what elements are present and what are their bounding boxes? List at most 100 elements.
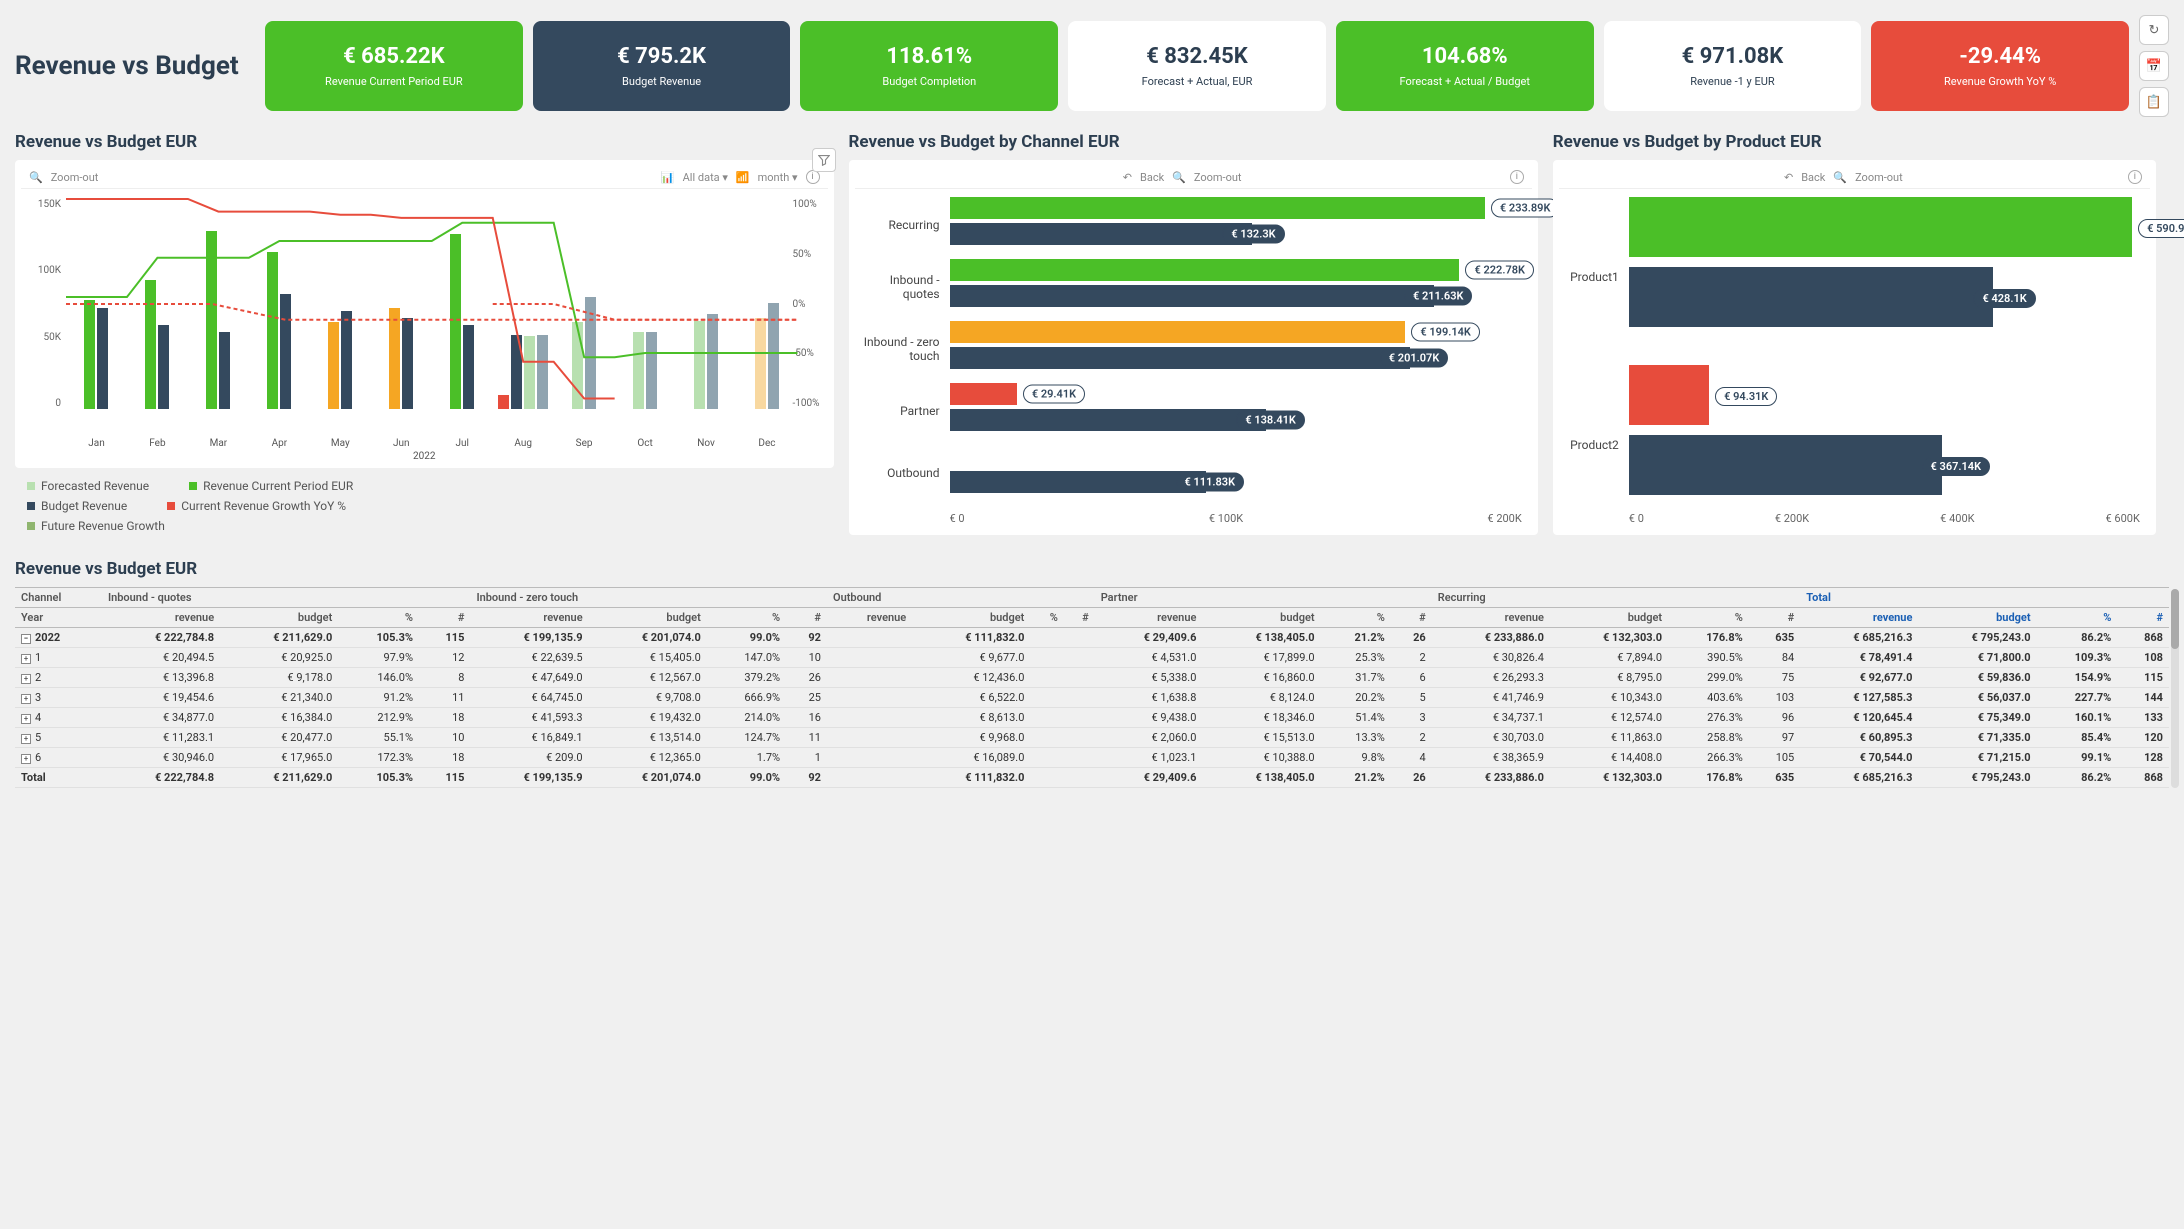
kpi-card-3[interactable]: € 832.45K Forecast + Actual, EUR — [1068, 21, 1326, 111]
kpi-card-2[interactable]: 118.61% Budget Completion — [800, 21, 1058, 111]
alldata-dropdown[interactable]: All data ▾ — [683, 171, 728, 184]
expand-icon[interactable]: + — [21, 674, 31, 684]
hbar-bar[interactable] — [1629, 435, 1942, 495]
kpi-card-0[interactable]: € 685.22K Revenue Current Period EUR — [265, 21, 523, 111]
row-label: +6 — [15, 748, 102, 768]
kpi-card-1[interactable]: € 795.2K Budget Revenue — [533, 21, 791, 111]
zoomout-label-2[interactable]: Zoom-out — [1194, 171, 1242, 184]
cell: € 17,899.0 — [1202, 648, 1320, 668]
th-year: Year — [15, 608, 102, 628]
hbar-budget[interactable] — [950, 223, 1253, 245]
hbar-category: Product1 — [1559, 197, 1624, 357]
cell: 2 — [1391, 728, 1432, 748]
hbar-bar[interactable] — [1629, 267, 1994, 327]
zoom-icon[interactable]: 🔍 — [29, 171, 43, 184]
cell: € 795,243.0 — [1918, 768, 2036, 788]
back-label[interactable]: Back — [1140, 171, 1164, 184]
th-sub: revenue — [1095, 608, 1203, 628]
calendar-icon[interactable]: 📅 — [2139, 51, 2169, 81]
cell: 25 — [786, 688, 827, 708]
th-group: Inbound - zero touch — [470, 588, 827, 608]
cell: 55.1% — [338, 728, 419, 748]
hbar-revenue[interactable] — [950, 197, 1485, 219]
cell: 172.3% — [338, 748, 419, 768]
cell: € 127,585.3 — [1800, 688, 1918, 708]
legend-item[interactable]: Current Revenue Growth YoY % — [167, 499, 346, 513]
expand-icon[interactable]: − — [21, 634, 31, 644]
bar-value-label: € 233.89K — [1491, 199, 1560, 218]
cell: 51.4% — [1321, 708, 1391, 728]
kpi-value: 104.68% — [1344, 44, 1586, 69]
cell: 390.5% — [1668, 648, 1749, 668]
cell: 11 — [419, 688, 470, 708]
zoom-icon-2[interactable]: 🔍 — [1172, 171, 1186, 184]
hbar-revenue[interactable] — [950, 321, 1406, 343]
hbar-revenue[interactable] — [950, 259, 1460, 281]
hbar-budget[interactable] — [950, 347, 1410, 369]
expand-icon[interactable]: + — [21, 754, 31, 764]
cell: € 78,491.4 — [1800, 648, 1918, 668]
bars-icon[interactable]: 📶 — [736, 171, 750, 184]
row-label: Total — [15, 768, 102, 788]
info-icon-3[interactable]: i — [2128, 170, 2142, 184]
cell: 92 — [786, 628, 827, 648]
hbar-category: Product2 — [1559, 365, 1624, 525]
hbar-bar[interactable] — [1629, 365, 1709, 425]
cell — [1030, 668, 1063, 688]
info-icon[interactable]: i — [806, 170, 820, 184]
bar-value-label: € 367.14K — [1922, 457, 1991, 476]
th-group: Total — [1800, 588, 2169, 608]
expand-icon[interactable]: + — [21, 714, 31, 724]
cell: 10 — [786, 648, 827, 668]
cell: € 15,405.0 — [589, 648, 707, 668]
cell: 266.3% — [1668, 748, 1749, 768]
scrollbar[interactable] — [2171, 589, 2179, 788]
cell: 8 — [419, 668, 470, 688]
cell — [827, 648, 912, 668]
hbar-budget[interactable] — [950, 409, 1267, 431]
hbar-budget[interactable] — [950, 471, 1206, 493]
cell: 1.7% — [707, 748, 786, 768]
cell: € 16,860.0 — [1202, 668, 1320, 688]
cell: 103 — [1749, 688, 1800, 708]
kpi-card-5[interactable]: € 971.08K Revenue -1 y EUR — [1604, 21, 1862, 111]
expand-icon[interactable]: + — [21, 694, 31, 704]
kpi-card-6[interactable]: -29.44% Revenue Growth YoY % — [1871, 21, 2129, 111]
th-sub: revenue — [470, 608, 588, 628]
th-sub: budget — [220, 608, 338, 628]
legend-item[interactable]: Forecasted Revenue — [27, 479, 149, 493]
hbar-budget[interactable] — [950, 285, 1434, 307]
cell: 97 — [1749, 728, 1800, 748]
refresh-icon[interactable]: ↻ — [2139, 15, 2169, 45]
cell — [1064, 688, 1095, 708]
legend-item[interactable]: Revenue Current Period EUR — [189, 479, 353, 493]
cell — [1064, 668, 1095, 688]
cell — [827, 688, 912, 708]
cell: € 211,629.0 — [220, 628, 338, 648]
zoomout-label-3[interactable]: Zoom-out — [1855, 171, 1903, 184]
filter-icon[interactable] — [812, 148, 836, 172]
back-icon-3[interactable]: ↶ — [1784, 171, 1793, 184]
kpi-card-4[interactable]: 104.68% Forecast + Actual / Budget — [1336, 21, 1594, 111]
zoom-icon-3[interactable]: 🔍 — [1833, 171, 1847, 184]
back-icon[interactable]: ↶ — [1123, 171, 1132, 184]
expand-icon[interactable]: + — [21, 654, 31, 664]
info-icon-2[interactable]: i — [1510, 170, 1524, 184]
back-label-3[interactable]: Back — [1801, 171, 1825, 184]
legend-item[interactable]: Future Revenue Growth — [27, 519, 165, 533]
cell: 128 — [2117, 748, 2169, 768]
clipboard-icon[interactable]: 📋 — [2139, 87, 2169, 117]
chart-type-icon[interactable]: 📊 — [661, 171, 675, 184]
th-sub: # — [786, 608, 827, 628]
hbar-category: Inbound - zero touch — [855, 321, 945, 377]
cell: 97.9% — [338, 648, 419, 668]
hbar-revenue[interactable] — [950, 383, 1017, 405]
cell: 160.1% — [2037, 708, 2118, 728]
expand-icon[interactable]: + — [21, 734, 31, 744]
cell — [827, 668, 912, 688]
legend-item[interactable]: Budget Revenue — [27, 499, 127, 513]
month-dropdown[interactable]: month ▾ — [758, 171, 798, 184]
hbar-bar[interactable] — [1629, 197, 2132, 257]
th-group: Recurring — [1432, 588, 1801, 608]
zoomout-label[interactable]: Zoom-out — [51, 171, 99, 184]
